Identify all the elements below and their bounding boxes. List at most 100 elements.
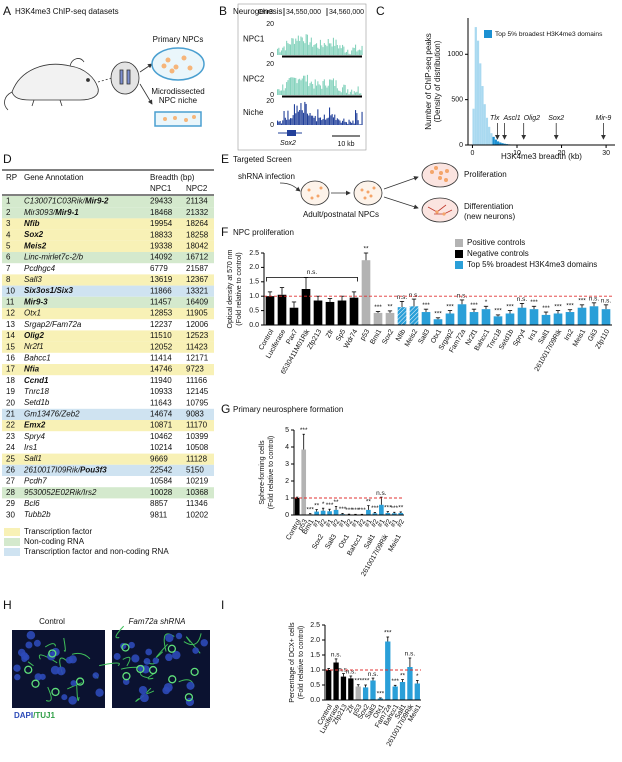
significance: *** [542,305,550,312]
track-signal [352,94,354,95]
significance: *** [494,308,502,315]
track-signal [353,47,355,55]
track-signal [349,121,351,125]
gene-annotation: Tnrc18 [24,387,49,396]
track-signal [348,53,350,55]
gene-part: Gm13476/Zeb2 [24,410,80,419]
neuron-body [168,675,177,684]
nucleus [200,639,208,647]
histogram-bar [503,143,506,145]
significance: ** [387,304,393,311]
legend-label: Top 5% broadest H3K4me3 domains [467,260,597,269]
bar [517,307,527,325]
track-signal [357,86,359,95]
track-signal [336,118,338,125]
breadth: 10214 [150,443,173,452]
breadth: 10584 [150,477,173,486]
track-signal [331,46,333,55]
annotation: Ascl1 [503,115,521,122]
track-signal [342,120,344,125]
track-signal [344,52,346,55]
track-signal [314,44,316,55]
gene-part: Mir9-3 [24,298,48,307]
track-signal [282,47,284,55]
significance: *** [377,691,385,698]
breadth: 12367 [186,275,209,284]
track-signal [356,91,358,95]
track-signal [309,113,311,125]
row-highlight [2,229,214,241]
nucleus [23,654,30,661]
track-signal [322,47,324,55]
row-highlight [2,296,214,308]
track-signal [312,46,314,55]
gene-annotation: Nfib [24,219,40,228]
breadth: 11905 [186,309,208,318]
track-signal [317,81,319,95]
track-signal [338,90,340,95]
track-signal [277,120,279,125]
track-signal [360,50,362,55]
gene-part: C130071C03Rik/ [24,197,86,206]
breadth: 10399 [186,432,209,441]
track-signal [278,121,280,125]
y-tick-label: 0.0 [310,697,320,704]
group-label: Sall3 [324,533,338,550]
neurite [76,684,80,701]
bar [469,312,479,325]
significance: *** [446,303,454,310]
breadth: 11166 [186,376,208,385]
neuron-body [167,644,177,653]
significance: ** [314,502,320,509]
track-signal [288,119,290,125]
significance: * [485,299,488,306]
track-signal [279,120,281,125]
gene-annotation: Six3os1/Six3 [24,286,73,295]
track-signal [335,120,337,125]
gene-part: Nfia [24,365,40,374]
bar [391,513,397,515]
breadth: 10219 [186,477,209,486]
group-label: Sox2 [311,533,325,550]
significance: *** [422,302,430,309]
breadth: 14674 [150,410,173,419]
neurite [146,687,155,694]
histogram-bar [496,141,500,145]
track-signal [299,78,301,95]
nucleus [33,639,41,647]
breadth: 11940 [150,376,172,385]
histogram-bar [485,117,489,145]
neuron-body [190,667,199,677]
track-signal [358,124,360,125]
track-signal [288,78,290,95]
track-signal [325,119,327,125]
y-tick-label: 0 [285,512,289,519]
gene-part: Srgap2/Fam72a [24,320,82,329]
track-signal [351,50,353,55]
breadth: 11128 [186,454,208,463]
rank: 28 [6,488,15,497]
legend-swatch [455,261,463,269]
track-signal [293,43,295,55]
mouse-drawing [4,47,205,127]
track-signal [312,84,314,95]
bar [277,294,287,325]
annotation: Tlx [490,115,500,122]
neuron-body [148,665,158,675]
label: NPC niche [159,96,198,105]
neuron-body [136,664,145,674]
y-axis-label: (Fold relative to control) [236,252,243,326]
significance: *** [390,505,398,512]
breadth: 10368 [186,488,209,497]
breadth: 12853 [150,309,173,318]
breadth: 11414 [150,354,172,363]
nucleus [17,648,26,657]
significance: *** [345,507,353,514]
gene-part: 2610017I09Rik/ [23,466,81,475]
gene-annotation: Mir3093/Mir9-1 [24,208,79,217]
panel-letter: D [3,152,12,166]
bar [289,307,299,325]
nucleus [186,681,195,690]
x-tick-label: 20 [558,150,566,157]
